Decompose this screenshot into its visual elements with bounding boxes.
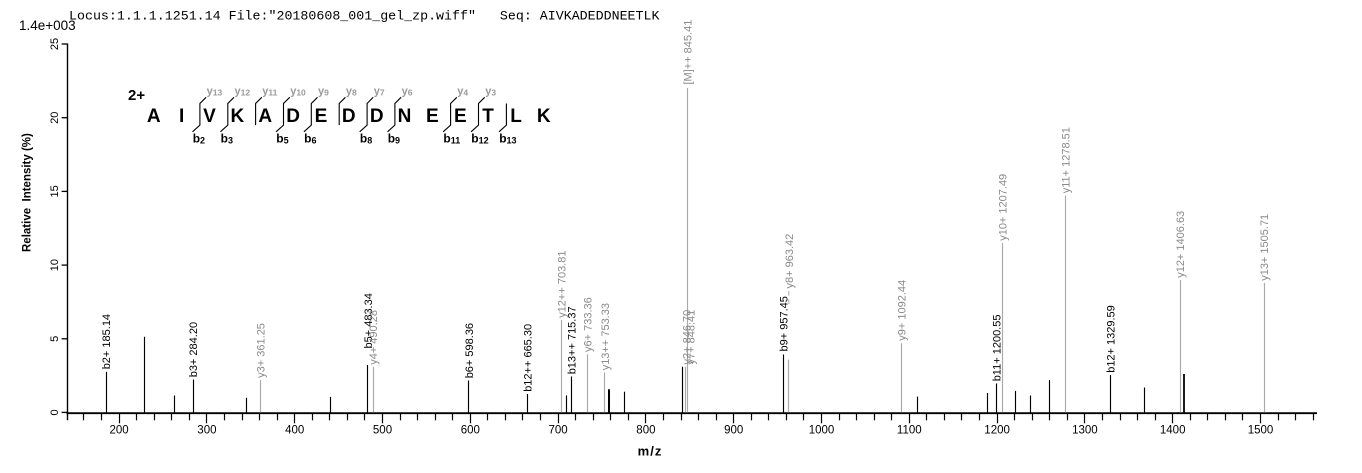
svg-text:b5: b5	[276, 132, 288, 146]
svg-text:b9+ 957.45: b9+ 957.45	[779, 296, 791, 351]
svg-text:y7+ 848.41: y7+ 848.41	[685, 310, 697, 365]
svg-text:800: 800	[636, 425, 655, 437]
svg-text:y11+ 1278.51: y11+ 1278.51	[1061, 127, 1073, 193]
svg-text:15: 15	[49, 185, 61, 197]
svg-text:y13++ 753.33: y13++ 753.33	[600, 303, 612, 370]
svg-text:y3+ 361.25: y3+ 361.25	[256, 323, 268, 378]
svg-text:b2: b2	[193, 132, 205, 146]
svg-text:500: 500	[373, 425, 392, 437]
svg-text:D: D	[370, 106, 384, 127]
svg-text:1300: 1300	[1072, 425, 1098, 437]
svg-text:y4+ 490.28: y4+ 490.28	[368, 310, 380, 365]
svg-text:N: N	[398, 106, 412, 127]
svg-text:b5+ 483.34: b5+ 483.34	[363, 293, 375, 348]
svg-text:I: I	[179, 106, 184, 127]
svg-text:1100: 1100	[897, 425, 922, 437]
svg-text:700: 700	[549, 425, 568, 437]
svg-text:y6: y6	[402, 86, 413, 98]
svg-text:D: D	[342, 106, 356, 127]
svg-text:y9+ 1092.44: y9+ 1092.44	[897, 280, 909, 341]
svg-text:b12: b12	[471, 132, 488, 146]
svg-text:1400: 1400	[1160, 425, 1186, 437]
svg-text:m/z: m/z	[638, 444, 663, 459]
svg-text:200: 200	[110, 425, 129, 437]
svg-text:y11: y11	[262, 86, 277, 98]
svg-text:b11+ 1200.55: b11+ 1200.55	[992, 315, 1004, 382]
svg-text:E: E	[454, 106, 467, 127]
svg-text:Relative Intensity (%): Relative Intensity (%)	[22, 133, 34, 252]
svg-text:400: 400	[285, 425, 304, 437]
svg-text:L: L	[510, 106, 522, 127]
svg-text:[M]++ 845.41: [M]++ 845.41	[682, 20, 694, 85]
svg-text:b12++ 665.30: b12++ 665.30	[523, 324, 535, 392]
svg-text:T: T	[482, 106, 494, 127]
svg-text:y10+ 1207.49: y10+ 1207.49	[998, 174, 1010, 241]
svg-text:300: 300	[197, 425, 216, 437]
svg-text:0: 0	[49, 409, 61, 415]
svg-text:25: 25	[49, 38, 61, 50]
svg-text:b2+ 185.14: b2+ 185.14	[101, 314, 113, 369]
svg-text:b12+ 1329.59: b12+ 1329.59	[1106, 305, 1118, 373]
svg-text:y3: y3	[485, 86, 496, 98]
svg-text:1500: 1500	[1248, 425, 1274, 437]
svg-text:5: 5	[49, 336, 61, 342]
svg-text:b9: b9	[388, 132, 400, 146]
svg-text:b11: b11	[443, 132, 460, 146]
svg-text:E: E	[315, 106, 328, 127]
svg-text:y13+ 1505.71: y13+ 1505.71	[1259, 214, 1271, 281]
svg-text:b13++ 715.37: b13++ 715.37	[567, 306, 579, 374]
svg-text:b3+ 284.20: b3+ 284.20	[188, 322, 200, 377]
svg-text:V: V	[203, 106, 216, 127]
svg-text:y10: y10	[290, 86, 306, 98]
svg-text:y12++ 703.81: y12++ 703.81	[556, 251, 568, 318]
svg-text:y4: y4	[457, 86, 468, 98]
svg-text:E: E	[426, 106, 439, 127]
svg-text:y2+ 846.70: y2+ 846.70	[681, 310, 693, 365]
svg-text:600: 600	[461, 425, 480, 437]
svg-text:1.4e+003: 1.4e+003	[19, 18, 76, 33]
svg-text:b13: b13	[499, 132, 516, 146]
svg-text:D: D	[286, 106, 300, 127]
svg-text:900: 900	[724, 425, 743, 437]
svg-text:y12+ 1406.63: y12+ 1406.63	[1175, 211, 1187, 278]
svg-text:y8+ 963.42: y8+ 963.42	[784, 234, 796, 289]
svg-text:y7: y7	[374, 86, 385, 98]
svg-text:b6+ 598.36: b6+ 598.36	[464, 323, 476, 378]
svg-text:y13: y13	[207, 86, 223, 98]
svg-text:b3: b3	[221, 132, 233, 146]
svg-text:1000: 1000	[809, 425, 835, 437]
svg-text:y9: y9	[318, 86, 329, 98]
svg-text:b8: b8	[360, 132, 372, 146]
svg-text:y6+ 733.36: y6+ 733.36	[582, 297, 594, 352]
svg-text:y8: y8	[346, 86, 357, 98]
svg-text:A: A	[147, 106, 161, 127]
svg-text:Locus:1.1.1.1251.14 File:"2018: Locus:1.1.1.1251.14 File:"20180608_001_g…	[69, 9, 659, 24]
svg-text:b6: b6	[304, 132, 316, 146]
svg-text:20: 20	[49, 112, 61, 124]
svg-text:A: A	[258, 106, 272, 127]
svg-text:10: 10	[49, 259, 61, 271]
svg-text:y12: y12	[235, 86, 251, 98]
svg-text:K: K	[537, 106, 551, 127]
svg-text:1200: 1200	[984, 425, 1010, 437]
svg-text:K: K	[231, 106, 245, 127]
svg-text:2+: 2+	[128, 87, 145, 104]
